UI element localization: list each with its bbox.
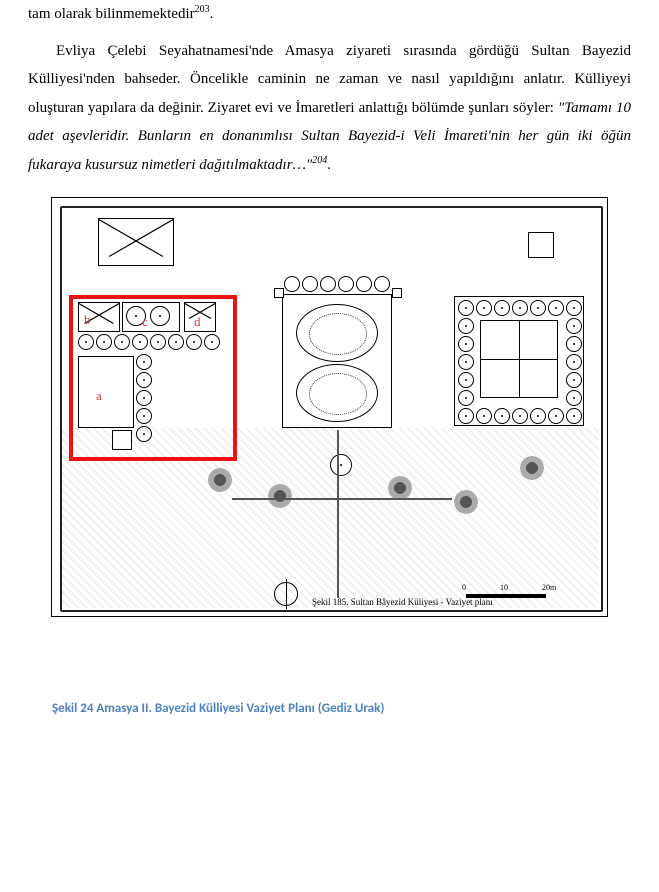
medrese-domes-e bbox=[566, 318, 582, 406]
site-plan-figure: a b c d bbox=[51, 197, 608, 617]
scale-10: 10 bbox=[500, 580, 508, 595]
imaret-building-a bbox=[78, 356, 134, 428]
label-d: d bbox=[194, 310, 201, 335]
imaret-arcade-row bbox=[78, 334, 220, 350]
mosque-dome-2 bbox=[296, 364, 378, 422]
tree-2 bbox=[266, 482, 294, 510]
p2-text-a: Evliya Çelebi Seyahatnamesi'nde Amasya z… bbox=[28, 43, 631, 116]
tree-1 bbox=[206, 466, 234, 494]
paragraph-1: tam olarak bilinmemektedir203. bbox=[28, 0, 631, 29]
scale-0: 0 bbox=[462, 580, 466, 595]
imaret-dome-c2 bbox=[150, 306, 170, 326]
footnote-ref-203: 203 bbox=[195, 4, 210, 15]
figure-inner-caption: Şekil 185. Sultan Bâyezid Küliyesi - Vaz… bbox=[312, 594, 493, 611]
medrese-domes-s bbox=[458, 408, 582, 424]
figure-container: a b c d bbox=[28, 197, 631, 722]
mosque-minaret-w bbox=[274, 288, 284, 298]
mosque-minaret-e bbox=[392, 288, 402, 298]
kiosk-ne bbox=[528, 232, 554, 258]
tree-5 bbox=[518, 454, 546, 482]
path-cross bbox=[232, 498, 452, 500]
aux-building-nw bbox=[98, 218, 174, 266]
tree-4 bbox=[452, 488, 480, 516]
imaret-pavilion bbox=[112, 430, 132, 450]
mosque-dome-1 bbox=[296, 304, 378, 362]
label-c: c bbox=[142, 310, 148, 335]
scale-20m: 20m bbox=[542, 580, 556, 595]
medrese-domes-n bbox=[458, 300, 582, 316]
medrese-courtyard bbox=[480, 320, 558, 398]
p1-end: . bbox=[210, 6, 214, 22]
compass-icon bbox=[274, 582, 298, 606]
label-b: b bbox=[84, 308, 91, 333]
mosque-porch-domes bbox=[284, 276, 390, 292]
paragraph-2: Evliya Çelebi Seyahatnamesi'nde Amasya z… bbox=[28, 37, 631, 180]
imaret-arcade-col bbox=[136, 354, 152, 442]
path-main bbox=[337, 430, 339, 598]
p1-text: tam olarak bilinmemektedir bbox=[28, 6, 195, 22]
footnote-ref-204: 204 bbox=[312, 155, 327, 166]
p2-end: . bbox=[327, 157, 331, 173]
sadirvan-fountain bbox=[330, 454, 352, 476]
figure-outer-caption: Şekil 24 Amasya II. Bayezid Külliyesi Va… bbox=[52, 697, 607, 722]
medrese-domes-w bbox=[458, 318, 474, 406]
label-a: a bbox=[96, 384, 102, 409]
